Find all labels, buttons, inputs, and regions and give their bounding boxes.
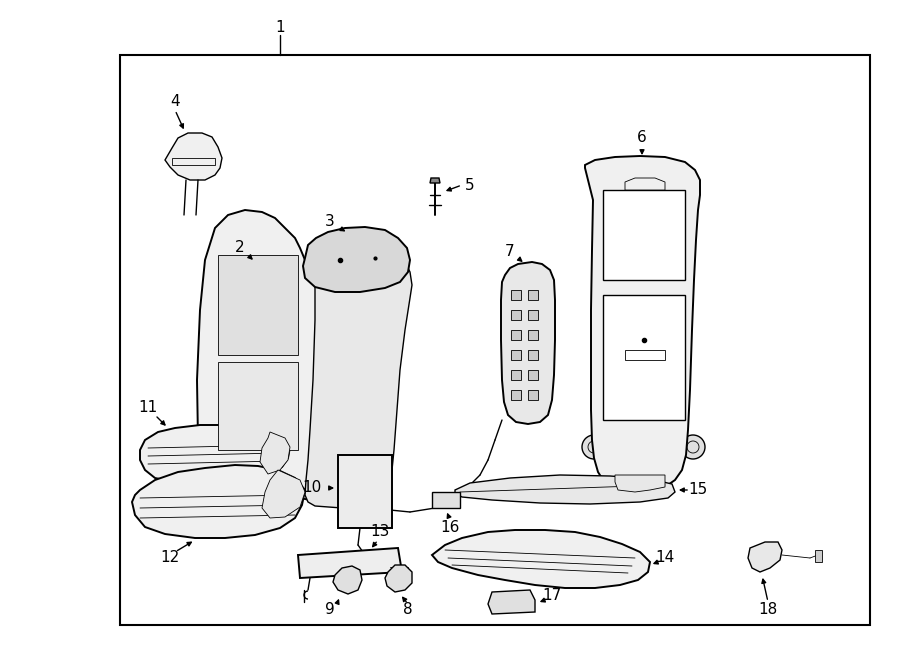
Polygon shape — [432, 492, 460, 508]
Polygon shape — [218, 255, 298, 355]
Polygon shape — [528, 350, 538, 360]
Text: 13: 13 — [370, 524, 390, 539]
Polygon shape — [455, 475, 675, 504]
Text: 10: 10 — [302, 481, 321, 496]
Polygon shape — [528, 390, 538, 400]
Polygon shape — [528, 370, 538, 380]
Bar — [120, 55, 870, 625]
Polygon shape — [305, 243, 412, 508]
Polygon shape — [303, 227, 410, 292]
Text: 11: 11 — [139, 401, 158, 416]
Polygon shape — [585, 156, 700, 492]
Polygon shape — [511, 390, 521, 400]
Polygon shape — [511, 310, 521, 320]
Polygon shape — [615, 475, 665, 492]
Polygon shape — [165, 133, 222, 180]
Polygon shape — [511, 330, 521, 340]
Polygon shape — [430, 178, 440, 183]
Polygon shape — [432, 530, 650, 588]
Text: 9: 9 — [325, 602, 335, 617]
Text: 18: 18 — [759, 602, 778, 617]
Text: 1: 1 — [275, 20, 284, 36]
Text: 15: 15 — [688, 483, 707, 498]
Polygon shape — [528, 290, 538, 300]
Polygon shape — [197, 210, 402, 502]
Polygon shape — [511, 290, 521, 300]
Polygon shape — [260, 432, 290, 474]
Text: 16: 16 — [440, 520, 460, 535]
Text: 3: 3 — [325, 215, 335, 229]
Polygon shape — [625, 178, 665, 190]
Polygon shape — [385, 565, 412, 592]
Polygon shape — [603, 295, 685, 420]
Polygon shape — [140, 425, 290, 484]
Polygon shape — [815, 550, 822, 562]
Polygon shape — [298, 548, 402, 578]
Text: 6: 6 — [637, 130, 647, 145]
Polygon shape — [511, 370, 521, 380]
Text: 2: 2 — [235, 241, 245, 256]
Circle shape — [582, 435, 606, 459]
Text: 14: 14 — [655, 551, 675, 566]
Polygon shape — [528, 330, 538, 340]
Text: 17: 17 — [543, 588, 562, 602]
Text: 8: 8 — [403, 602, 413, 617]
Polygon shape — [603, 190, 685, 280]
Text: 5: 5 — [465, 178, 475, 192]
Polygon shape — [218, 362, 298, 450]
Polygon shape — [528, 310, 538, 320]
Polygon shape — [262, 470, 305, 518]
Polygon shape — [501, 262, 555, 424]
Polygon shape — [488, 590, 535, 614]
Text: 7: 7 — [505, 245, 515, 260]
Text: 4: 4 — [170, 95, 180, 110]
Circle shape — [681, 435, 705, 459]
Text: 12: 12 — [160, 551, 180, 566]
Polygon shape — [333, 566, 362, 594]
Polygon shape — [511, 350, 521, 360]
Polygon shape — [338, 455, 392, 528]
Polygon shape — [132, 465, 305, 538]
Circle shape — [520, 400, 536, 416]
Polygon shape — [748, 542, 782, 572]
